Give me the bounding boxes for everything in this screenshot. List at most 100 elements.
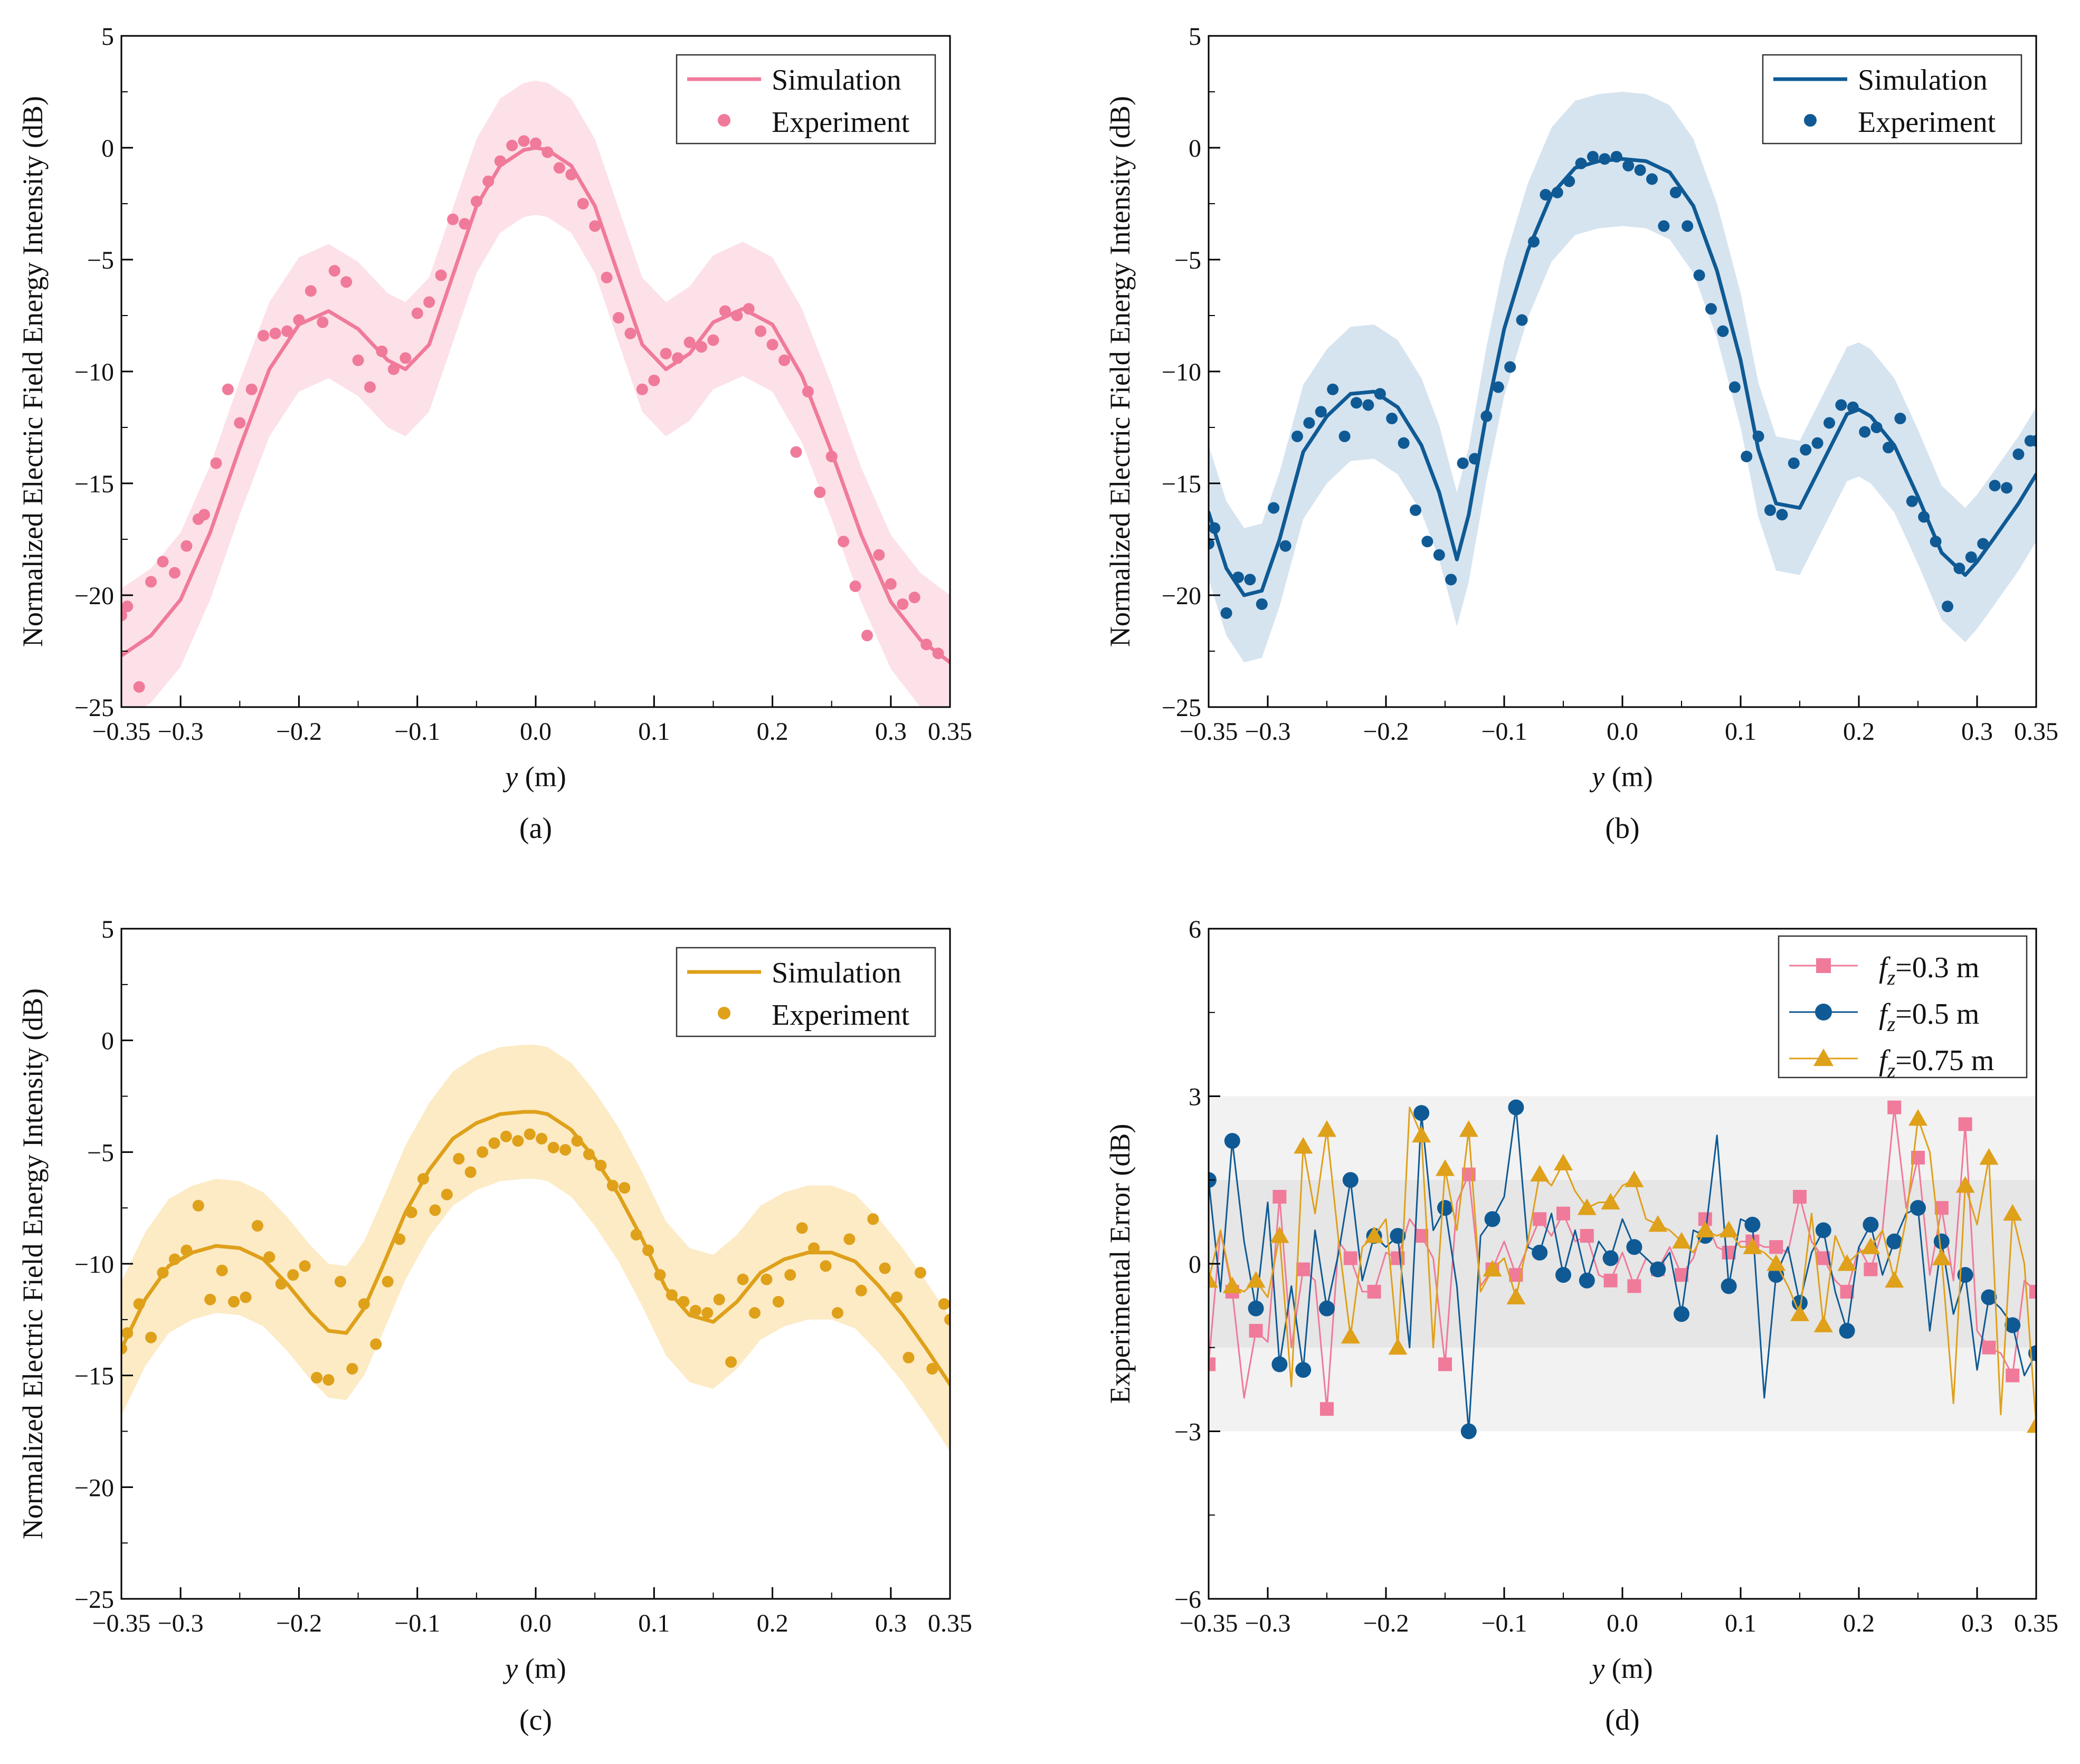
x-tick-label: 0.0 — [520, 1609, 552, 1637]
series-marker — [1294, 1137, 1313, 1154]
experiment-point — [748, 1307, 761, 1319]
y-tick-label: −15 — [74, 470, 114, 498]
experiment-point — [589, 220, 601, 232]
experiment-point — [1516, 314, 1528, 326]
series-circle — [1209, 1099, 2036, 1439]
experiment-point — [932, 647, 944, 660]
series-line — [1209, 1107, 2036, 1432]
experiment-point — [814, 486, 826, 498]
series-marker — [1721, 1278, 1737, 1294]
x-tick-label: 0.35 — [2014, 718, 2058, 746]
experiment-point — [1977, 538, 1989, 550]
legend-box — [1762, 54, 2022, 145]
y-tick-label: 0 — [101, 1027, 114, 1055]
x-tick-label: −0.35 — [92, 718, 150, 746]
panel-label: (d) — [1605, 1704, 1639, 1737]
x-axis-title: y (m) — [1589, 761, 1652, 793]
experiment-point — [766, 339, 778, 351]
y-tick-label: 5 — [101, 23, 114, 51]
series-marker — [1886, 1233, 1903, 1250]
experiment-point — [1918, 511, 1930, 523]
x-tick-label: −0.1 — [394, 1609, 440, 1637]
series-marker — [1839, 1323, 1855, 1339]
experiment-point — [1480, 410, 1493, 422]
x-tick-label: 0.35 — [928, 1609, 972, 1637]
series-marker — [1885, 1271, 1904, 1288]
panel-b: 5 0 −5 −10 −15 −20 −25−0.35 −0.3 −0.2 −0.1 0.0 0.1 0… — [1104, 23, 2058, 845]
panel-label: (c) — [519, 1704, 552, 1737]
experiment-point — [500, 1130, 512, 1142]
series-marker — [1484, 1211, 1500, 1227]
experiment-point — [1374, 388, 1386, 400]
experiment-point — [678, 1295, 690, 1308]
x-tick-label: −0.35 — [1179, 718, 1238, 746]
experiment-point — [547, 1141, 559, 1153]
experiment-point — [192, 1199, 204, 1212]
legend: Simulation Experiment — [676, 54, 936, 145]
experiment-point — [1315, 406, 1327, 418]
x-tick-label: −0.3 — [158, 1609, 204, 1637]
experiment-point — [275, 1278, 287, 1290]
y-tick-label: −15 — [74, 1362, 114, 1390]
legend-rest: =0.75 m — [1895, 1044, 1994, 1077]
experiment-point — [281, 325, 293, 337]
y-tick-label: 6 — [1189, 916, 1201, 943]
legend-simulation-label: Simulation — [1858, 64, 1988, 97]
experiment-point — [453, 1153, 465, 1165]
experiment-point — [1776, 509, 1788, 521]
series-square — [1209, 1100, 2036, 1416]
panel-label: (b) — [1605, 812, 1639, 845]
x-tick-label: 0.1 — [638, 1609, 670, 1637]
experiment-point — [1540, 189, 1552, 201]
series-marker — [1390, 1228, 1406, 1244]
experiment-point — [1646, 173, 1658, 185]
experiment-point — [524, 1128, 536, 1140]
simulation-line — [1209, 157, 2036, 597]
experiment-point — [1717, 325, 1729, 337]
experiment-point — [553, 162, 565, 174]
x-axis-unit: (m) — [1604, 1653, 1652, 1684]
series-marker — [1627, 1279, 1641, 1293]
legend-series-marker — [1816, 958, 1831, 973]
y-axis-title: Normalized Electric Field Energy Intensi… — [1104, 96, 1136, 647]
x-axis-unit: (m) — [518, 761, 566, 793]
confidence-band — [121, 1045, 950, 1452]
experiment-point — [1610, 150, 1622, 163]
experiment-point — [672, 352, 684, 364]
experiment-point — [340, 276, 353, 288]
experiment-point — [926, 1362, 938, 1375]
experiment-point — [1587, 150, 1599, 163]
x-axis-var: y — [1589, 1653, 1604, 1684]
experiment-point — [914, 1266, 926, 1279]
series-marker — [1695, 1221, 1715, 1237]
x-axis-var: y — [1589, 761, 1604, 793]
experiment-point — [1942, 600, 1953, 613]
experiment-point — [222, 383, 234, 395]
experiment-point — [1386, 413, 1398, 425]
y-tick-label: 5 — [101, 916, 114, 943]
series-marker — [1533, 1212, 1547, 1226]
series-marker — [1982, 1340, 1996, 1355]
legend: Simulation Experiment — [1762, 54, 2022, 145]
x-tick-label: 0.1 — [1725, 718, 1756, 746]
experiment-point — [1870, 422, 1883, 433]
experiment-point — [1682, 220, 1694, 232]
experiment-point — [696, 341, 707, 353]
x-tick-label: −0.35 — [1179, 1609, 1238, 1637]
series-marker — [1459, 1120, 1478, 1137]
y-axis-title: Normalized Electric Field Energy Intensi… — [17, 96, 49, 647]
experiment-point — [1351, 397, 1362, 409]
series-marker — [1577, 1198, 1597, 1215]
legend-marker-swatch — [1804, 114, 1817, 127]
legend-series-marker — [1815, 1004, 1832, 1021]
experiment-point — [145, 576, 157, 588]
y-tick-label: 5 — [1189, 23, 1201, 51]
experiment-point — [1965, 551, 1977, 563]
experiment-point — [1728, 381, 1741, 393]
series-marker — [1272, 1190, 1287, 1204]
experiment-point — [258, 330, 270, 342]
experiment-point — [743, 303, 755, 315]
experiment-point — [1421, 536, 1433, 548]
experiment-point — [459, 218, 471, 230]
